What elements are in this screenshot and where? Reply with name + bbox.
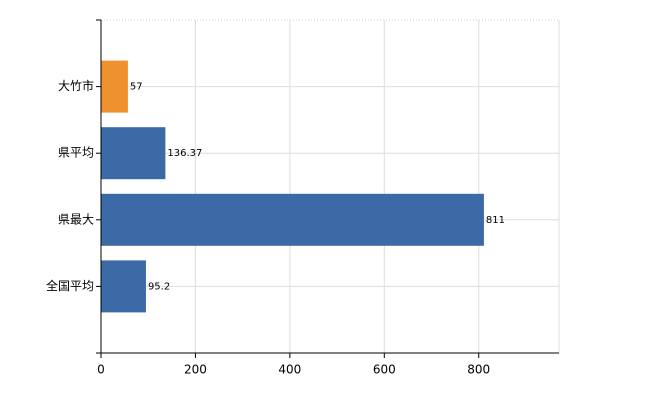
value-label: 95.2 [148, 281, 170, 292]
x-tick-label: 800 [467, 363, 490, 377]
x-tick-label: 400 [278, 363, 301, 377]
value-label: 57 [130, 82, 143, 93]
x-tick-label: 600 [373, 363, 396, 377]
bar [101, 260, 146, 313]
y-tick-label: 大竹市 [58, 78, 94, 93]
x-tick-label: 0 [97, 363, 105, 377]
y-tick-label: 県平均 [58, 146, 94, 160]
value-label: 811 [486, 215, 505, 226]
y-tick-label: 県最大 [58, 212, 94, 226]
bar [101, 127, 166, 180]
bar [101, 193, 484, 246]
x-tick-label: 200 [184, 363, 207, 377]
value-label: 136.37 [167, 148, 202, 159]
bar [101, 60, 128, 113]
y-tick-label: 全国平均 [46, 278, 94, 293]
